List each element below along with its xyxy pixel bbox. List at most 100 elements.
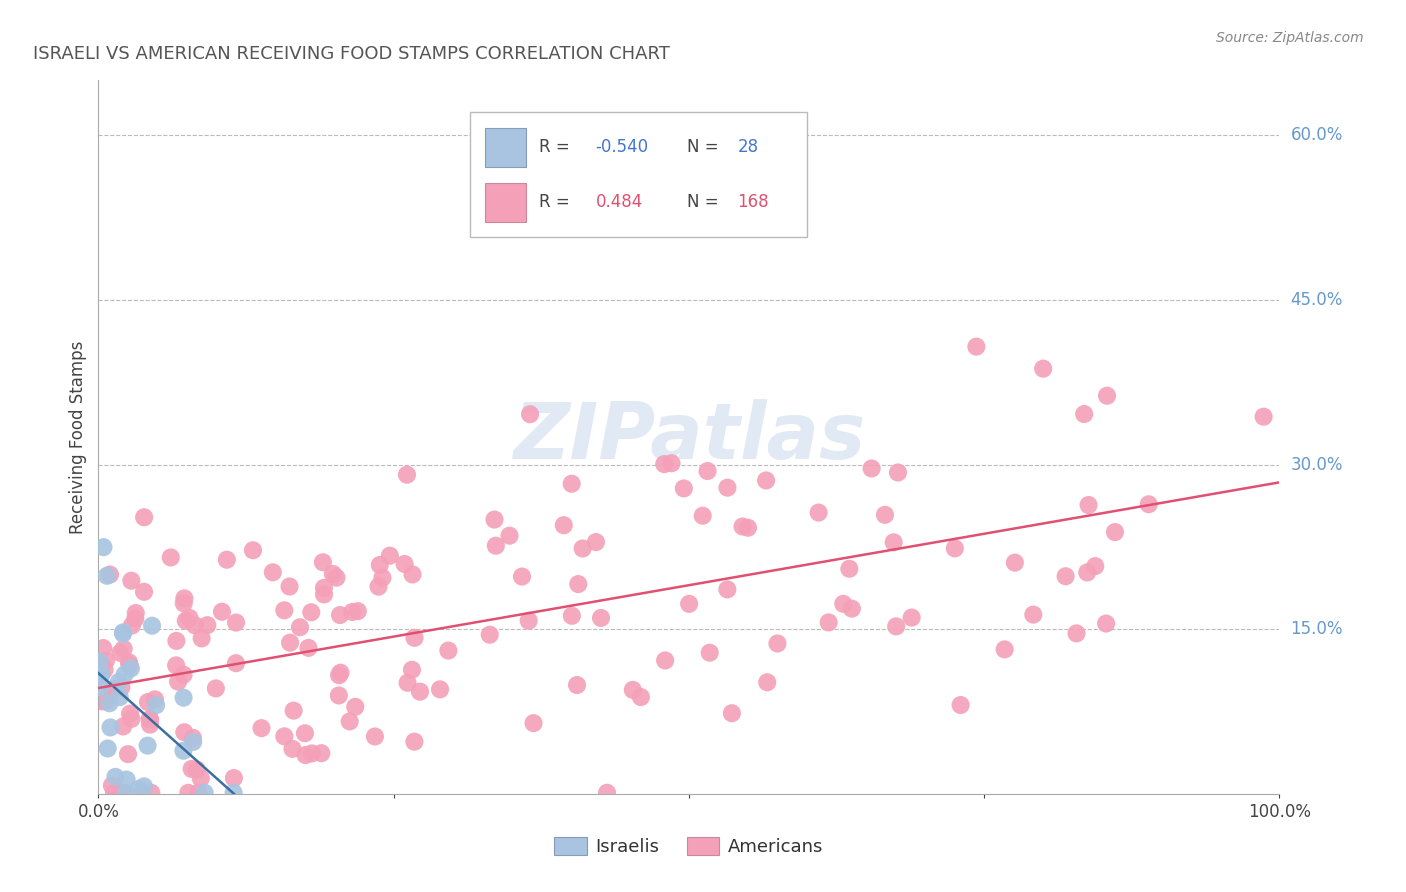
Point — [225, 615, 247, 630]
Point — [965, 340, 987, 354]
Point — [273, 603, 295, 617]
Text: ISRAELI VS AMERICAN RECEIVING FOOD STAMPS CORRELATION CHART: ISRAELI VS AMERICAN RECEIVING FOOD STAMP… — [34, 45, 671, 63]
Point — [621, 682, 644, 697]
Point — [222, 771, 245, 785]
Point — [141, 618, 163, 632]
Point — [250, 721, 273, 735]
Point — [678, 597, 700, 611]
Text: 45.0%: 45.0% — [1291, 291, 1343, 309]
Point — [887, 466, 910, 480]
Point — [378, 549, 401, 563]
Text: 28: 28 — [737, 138, 758, 156]
Point — [93, 663, 115, 677]
Point — [347, 604, 370, 618]
Point — [596, 786, 619, 800]
Point — [401, 567, 423, 582]
Point — [721, 706, 744, 721]
Point — [756, 675, 779, 690]
Point — [138, 712, 160, 726]
Point — [561, 476, 583, 491]
Point — [103, 786, 125, 800]
Y-axis label: Receiving Food Stamps: Receiving Food Stamps — [69, 341, 87, 533]
Point — [404, 734, 426, 748]
Point — [510, 569, 533, 583]
Point — [522, 716, 544, 731]
Point — [281, 742, 304, 756]
Point — [242, 543, 264, 558]
Point — [173, 596, 195, 610]
Point — [89, 655, 111, 669]
Point — [187, 786, 209, 800]
Point — [517, 614, 540, 628]
Point — [128, 781, 150, 796]
Point — [195, 618, 218, 632]
Point — [181, 735, 204, 749]
Point — [404, 631, 426, 645]
Point — [1054, 569, 1077, 583]
Point — [90, 668, 112, 682]
Point — [91, 659, 114, 673]
Point — [368, 558, 391, 572]
Point — [177, 786, 200, 800]
Point — [484, 512, 506, 526]
Text: -0.540: -0.540 — [596, 138, 648, 156]
Point — [186, 763, 208, 777]
Point — [96, 568, 118, 582]
Point — [716, 582, 738, 597]
Point — [731, 519, 754, 533]
Point — [94, 694, 117, 708]
Point — [173, 725, 195, 739]
Point — [104, 770, 127, 784]
Point — [94, 654, 117, 668]
Point — [283, 704, 305, 718]
Point — [329, 608, 352, 623]
Point — [101, 681, 124, 696]
Point — [91, 641, 114, 656]
Point — [215, 552, 238, 566]
Point — [121, 618, 143, 632]
Point — [225, 656, 247, 670]
Point — [409, 684, 432, 698]
Point — [884, 619, 907, 633]
Bar — [471, 112, 807, 237]
Point — [132, 780, 155, 794]
Point — [1095, 389, 1118, 403]
Point — [114, 667, 136, 681]
Point — [181, 731, 204, 745]
Point — [1032, 361, 1054, 376]
Point — [299, 605, 322, 619]
Point — [93, 540, 115, 554]
Point — [478, 628, 501, 642]
Point — [437, 643, 460, 657]
Point — [1066, 626, 1088, 640]
Point — [167, 674, 190, 689]
Point — [120, 712, 142, 726]
Point — [118, 658, 141, 673]
Point — [841, 601, 863, 615]
Point — [301, 747, 323, 761]
Point — [860, 461, 883, 475]
Point — [174, 614, 197, 628]
Point — [949, 698, 972, 712]
Point — [90, 667, 112, 681]
Point — [498, 529, 520, 543]
Legend: Israelis, Americans: Israelis, Americans — [547, 830, 831, 863]
Point — [100, 685, 122, 699]
Point — [394, 557, 416, 571]
Point — [134, 510, 156, 524]
Point — [716, 481, 738, 495]
Point — [110, 681, 132, 695]
Point — [101, 779, 124, 793]
Point — [755, 474, 778, 488]
Point — [110, 646, 132, 660]
Point — [1104, 525, 1126, 540]
Point — [571, 541, 593, 556]
Point — [165, 658, 187, 673]
Point — [100, 721, 122, 735]
Point — [322, 566, 344, 581]
Point — [312, 581, 335, 595]
Point — [1077, 498, 1099, 512]
Point — [97, 741, 120, 756]
Point — [131, 786, 153, 800]
Point — [1253, 409, 1275, 424]
